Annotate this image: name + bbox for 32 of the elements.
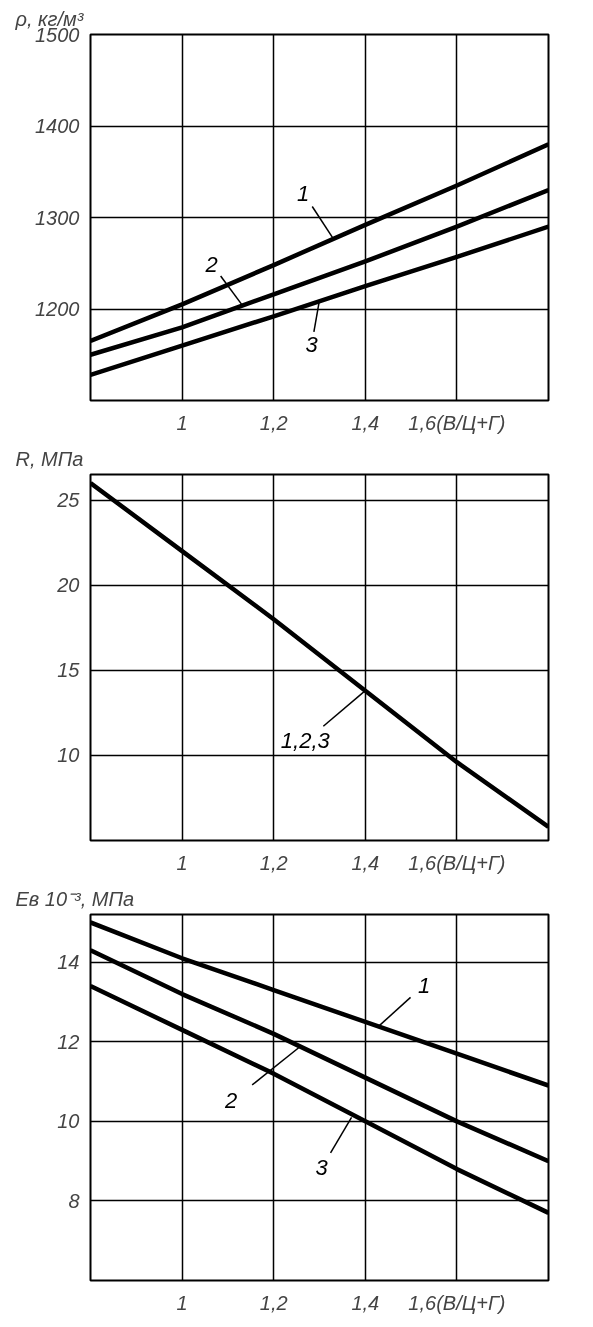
x-tick-label: 1,2: [259, 411, 288, 434]
annotation: 2: [224, 1088, 238, 1114]
x-tick-label: 1,4: [351, 1291, 380, 1314]
annotation: 3: [305, 332, 319, 358]
annotation: 2: [204, 251, 218, 277]
y-tick-label: 25: [56, 489, 81, 512]
y-axis-title: Eв 10⁻³, МПа: [15, 887, 135, 910]
y-tick-label: 1400: [35, 115, 80, 137]
y-tick-label: 8: [68, 1189, 80, 1212]
x-tick-label: 1,4: [351, 411, 380, 434]
y-tick-label: 15: [57, 659, 81, 682]
x-tick-label: 1,2: [259, 851, 288, 874]
x-tick-label: 1: [176, 851, 188, 874]
y-axis-title: R, МПа: [15, 447, 84, 470]
y-tick-label: 14: [57, 951, 80, 974]
x-tick-label: 1,6(В/Ц+Г): [408, 851, 506, 874]
y-tick-label: 10: [57, 1110, 80, 1133]
y-tick-label: 1200: [35, 298, 80, 320]
annotation: 1: [417, 973, 431, 999]
annotation: 1,2,3: [280, 728, 331, 754]
annotation: 1: [297, 181, 310, 207]
y-tick-label: 1300: [35, 206, 80, 229]
y-tick-label: 20: [56, 574, 80, 597]
x-tick-label: 1,6(В/Ц+Г): [408, 1291, 506, 1314]
x-tick-label: 1: [176, 1291, 188, 1314]
x-tick-label: 1: [176, 411, 188, 434]
x-tick-label: 1,6(В/Ц+Г): [408, 411, 506, 434]
annotation: 3: [315, 1154, 329, 1180]
y-tick-label: 10: [57, 744, 80, 767]
x-tick-label: 1,4: [351, 851, 380, 874]
y-tick-label: 12: [57, 1030, 80, 1053]
x-tick-label: 1,2: [259, 1291, 288, 1314]
